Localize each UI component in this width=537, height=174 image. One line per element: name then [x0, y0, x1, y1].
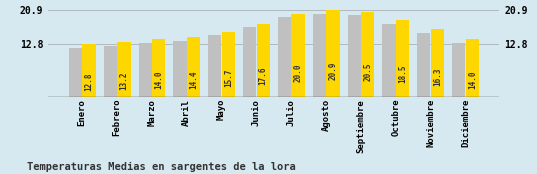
Text: 20.9: 20.9: [329, 62, 337, 80]
Bar: [257, 24, 270, 97]
Text: 14.4: 14.4: [189, 70, 198, 89]
Bar: [104, 46, 117, 97]
Bar: [243, 27, 256, 97]
Bar: [396, 20, 409, 97]
Text: 13.2: 13.2: [119, 72, 128, 90]
Text: 14.0: 14.0: [468, 71, 477, 89]
Bar: [117, 42, 130, 97]
Text: Temperaturas Medias en sargentes de la lora: Temperaturas Medias en sargentes de la l…: [27, 162, 295, 172]
Bar: [69, 48, 82, 97]
Text: 14.0: 14.0: [154, 71, 163, 89]
Bar: [208, 35, 221, 97]
Bar: [347, 15, 361, 97]
Bar: [452, 42, 466, 97]
Bar: [173, 41, 186, 97]
Text: 20.5: 20.5: [363, 62, 372, 81]
Text: 15.7: 15.7: [224, 68, 233, 87]
Bar: [292, 14, 304, 97]
Text: 16.3: 16.3: [433, 68, 442, 86]
Bar: [139, 42, 152, 97]
Bar: [417, 33, 431, 97]
Bar: [431, 29, 444, 97]
Bar: [222, 32, 235, 97]
Text: 17.6: 17.6: [259, 66, 268, 85]
Bar: [187, 37, 200, 97]
Bar: [466, 39, 479, 97]
Bar: [152, 39, 165, 97]
Bar: [382, 24, 396, 97]
Bar: [361, 11, 374, 97]
Bar: [313, 14, 326, 97]
Text: 20.0: 20.0: [294, 63, 302, 82]
Bar: [82, 44, 96, 97]
Text: 12.8: 12.8: [84, 72, 93, 91]
Bar: [278, 17, 291, 97]
Bar: [326, 10, 339, 97]
Text: 18.5: 18.5: [398, 65, 407, 83]
